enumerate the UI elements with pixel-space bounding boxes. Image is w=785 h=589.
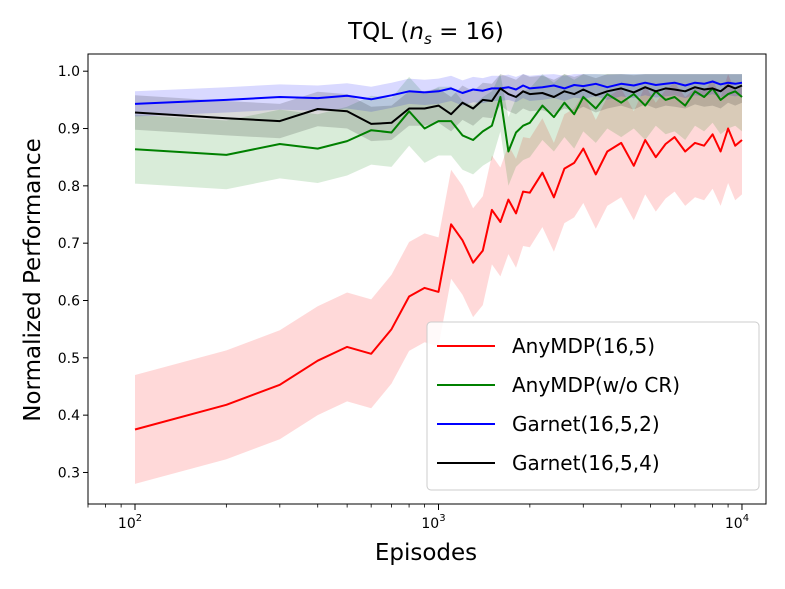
legend-label-anymdp-w-o-cr: AnyMDP(w/o CR) bbox=[512, 373, 680, 397]
y-tick-label: 0.4 bbox=[58, 408, 80, 424]
y-tick-label: 0.9 bbox=[58, 122, 80, 138]
x-tick-label: 104 bbox=[725, 513, 749, 532]
series-lines bbox=[134, 80, 743, 431]
y-tick-label: 0.6 bbox=[58, 293, 80, 309]
line-garnet-16-5-4 bbox=[134, 84, 743, 125]
y-tick-label: 0.8 bbox=[58, 179, 80, 195]
legend-label-garnet-16-5-4: Garnet(16,5,4) bbox=[512, 451, 660, 475]
chart-title-prefix: TQL ( bbox=[347, 19, 409, 45]
y-axis-label: Normalized Performance bbox=[20, 138, 46, 422]
x-axis-label: Episodes bbox=[375, 540, 477, 566]
x-tick-label: 103 bbox=[421, 513, 445, 532]
y-tick-label: 0.5 bbox=[58, 351, 80, 367]
legend-label-anymdp-16-5: AnyMDP(16,5) bbox=[512, 334, 655, 358]
chart-title-var: n bbox=[409, 19, 424, 45]
y-tick-label: 0.7 bbox=[58, 236, 80, 252]
line-garnet-16-5-2 bbox=[134, 80, 743, 105]
y-tick-label: 1.0 bbox=[58, 64, 80, 80]
line-anymdp-16-5 bbox=[134, 127, 743, 431]
legend: AnyMDP(16,5) AnyMDP(w/o CR) Garnet(16,5,2)… bbox=[426, 321, 760, 491]
y-tick-label: 0.3 bbox=[58, 465, 80, 481]
line-anymdp-w-o-cr bbox=[134, 87, 743, 156]
axes: 0.3 0.4 0.5 0.6 0.7 0.8 0.9 1.0 102 103 104 bbox=[58, 53, 767, 532]
band-garnet-16-5-4 bbox=[135, 74, 742, 142]
legend-box bbox=[426, 321, 760, 491]
legend-label-garnet-16-5-2: Garnet(16,5,2) bbox=[512, 412, 660, 436]
chart-title-sub: s bbox=[424, 30, 432, 48]
x-tick-label: 102 bbox=[118, 513, 142, 532]
chart-title: TQL (ns = 16) bbox=[347, 19, 504, 48]
chart-title-suffix: = 16) bbox=[432, 19, 504, 45]
plot-frame bbox=[87, 53, 767, 505]
